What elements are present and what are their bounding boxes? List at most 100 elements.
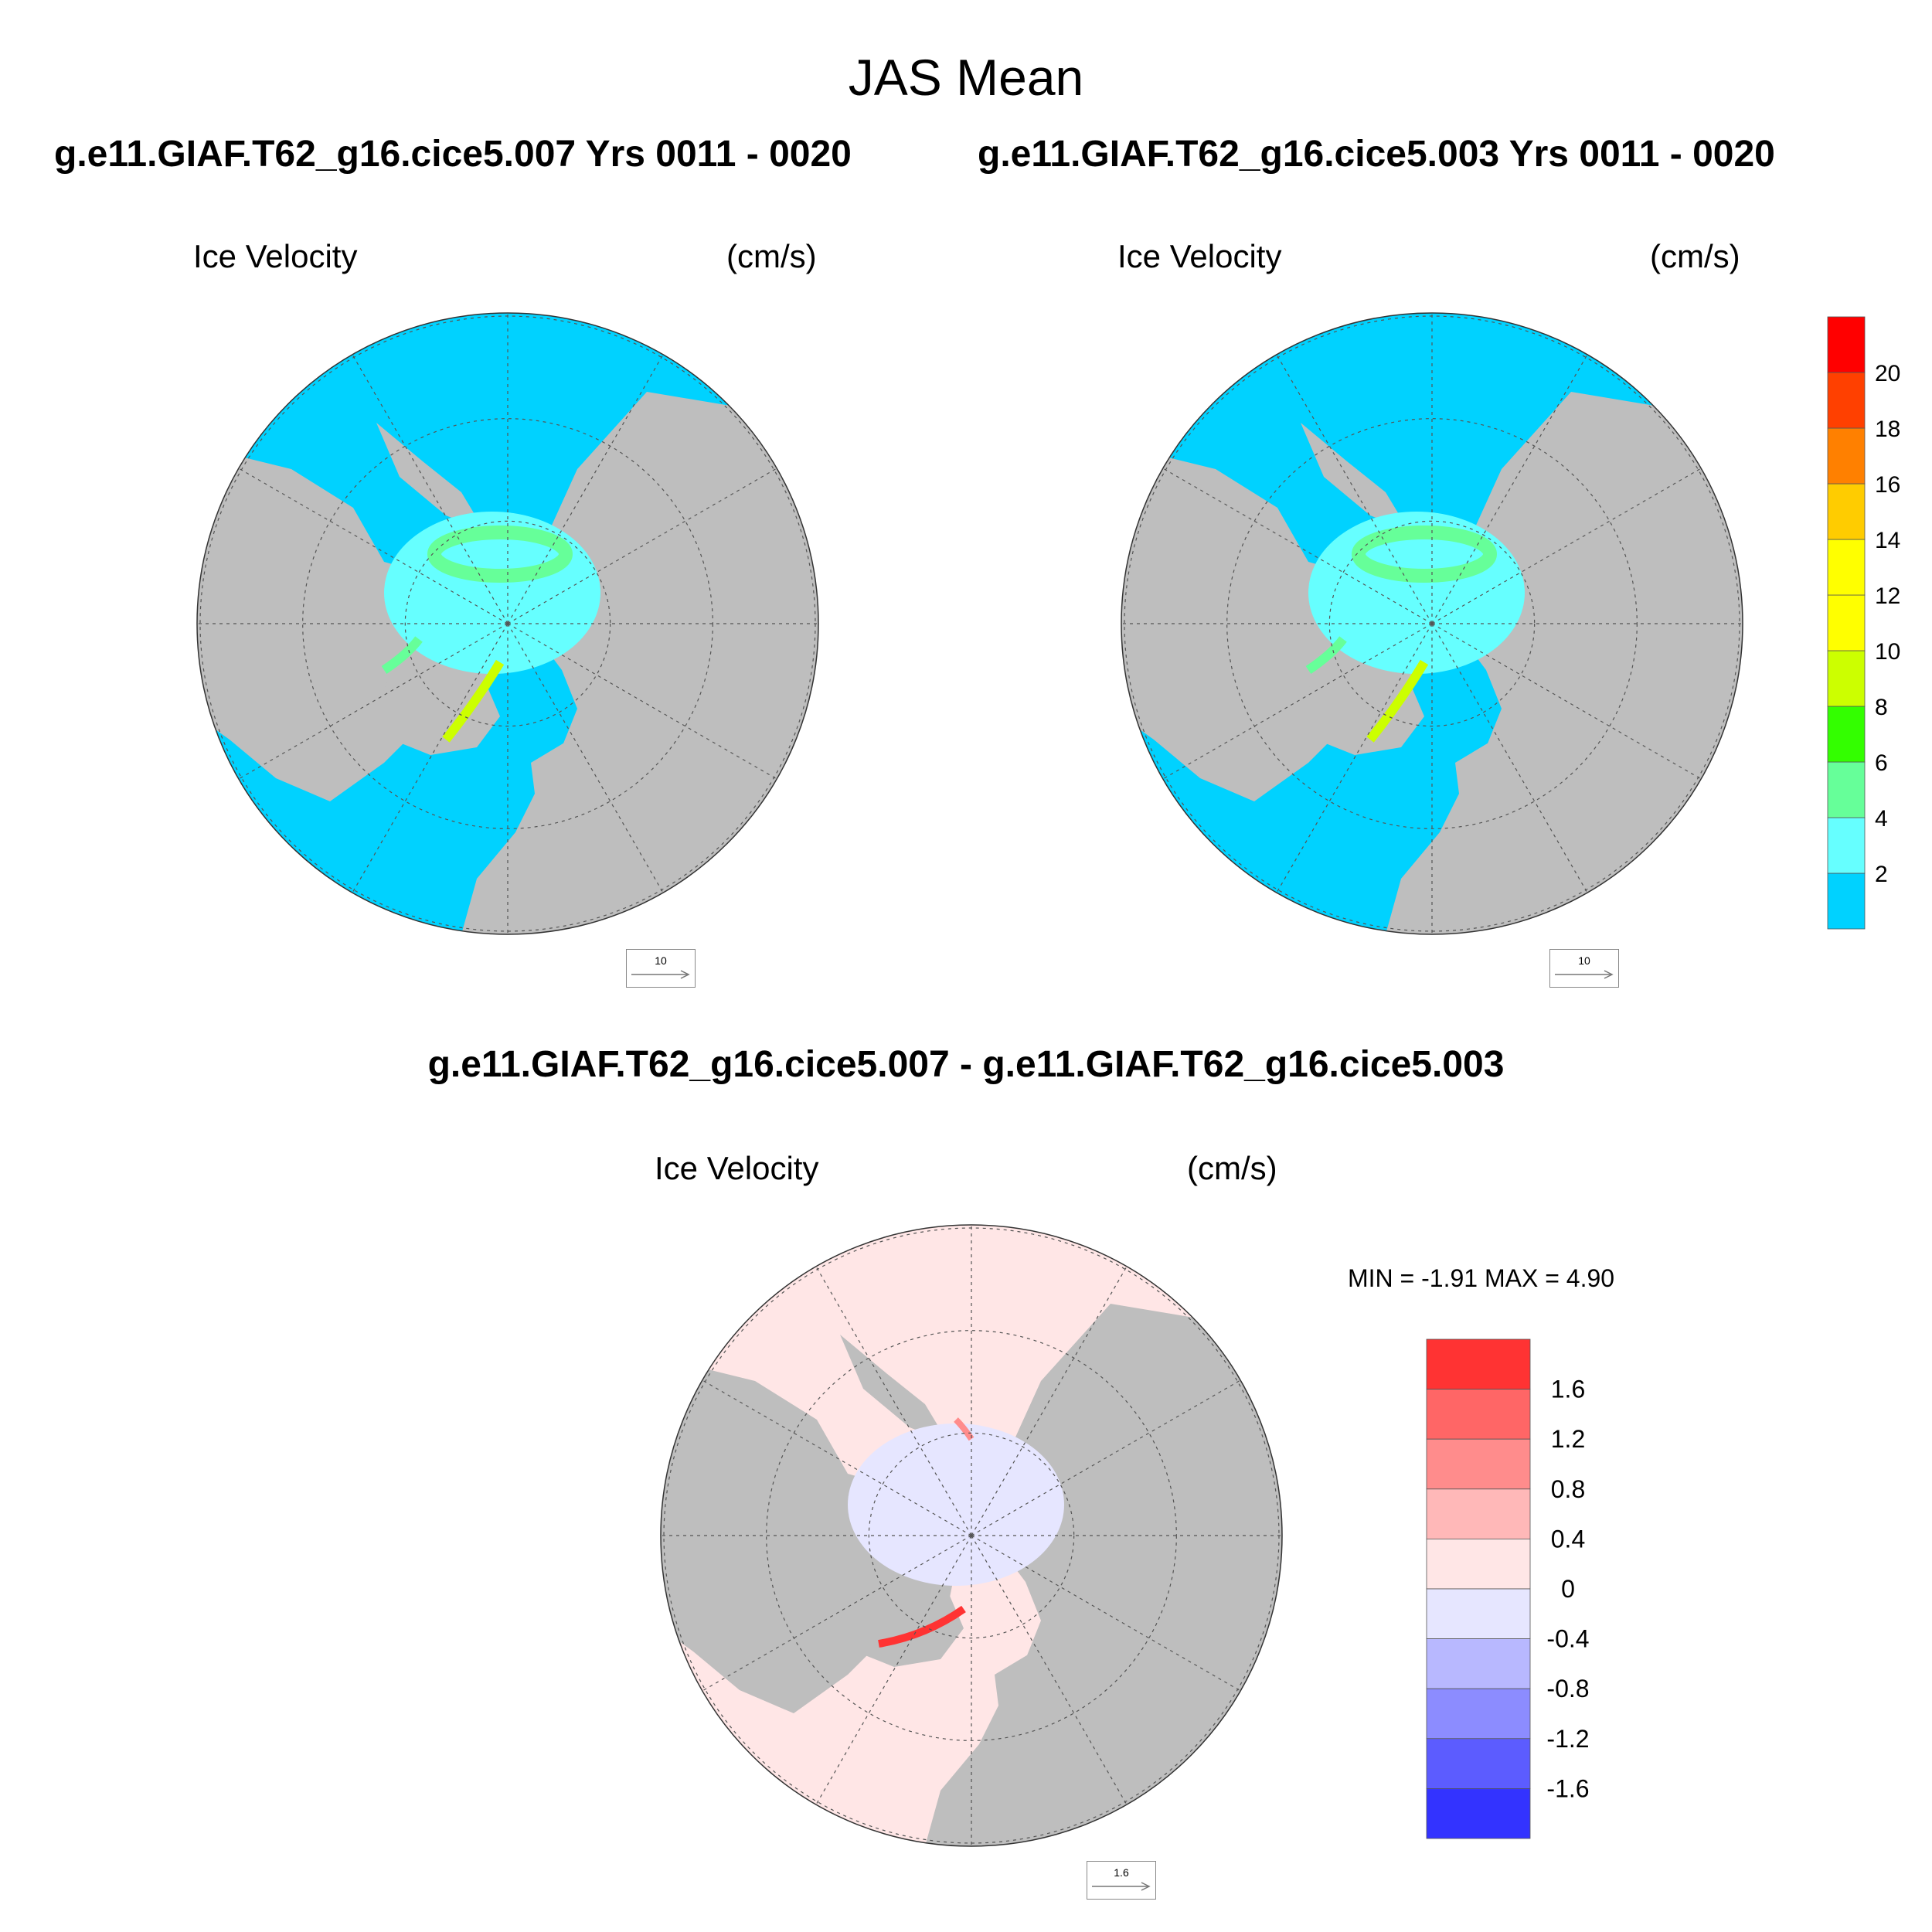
- meridian-line: [1162, 468, 1433, 624]
- land-mass: [531, 716, 600, 825]
- colorbar-tick-label: 2: [1875, 862, 1888, 887]
- land-mass: [1455, 716, 1525, 825]
- colorbar-tick-label: -0.8: [1546, 1675, 1589, 1702]
- panel3-difference-map: [660, 1224, 1283, 1847]
- colorbar-tick-label: 6: [1875, 750, 1888, 776]
- colorbar-swatch: [1827, 706, 1866, 763]
- latitude-circle: [868, 1432, 1075, 1639]
- panel1-reference-vector-label: 10: [655, 954, 667, 967]
- colorbar-tick-label: 4: [1875, 806, 1888, 832]
- beaufort-gyre: [427, 526, 573, 583]
- colorbar-tick-label: 20: [1875, 361, 1900, 386]
- panel3-variable-label: Ice Velocity: [655, 1150, 819, 1186]
- panel1-variable-label: Ice Velocity: [193, 238, 358, 274]
- land-mass: [376, 647, 500, 755]
- min-max-readout: MIN = -1.91 MAX = 4.90: [1348, 1264, 1615, 1292]
- meridian-line: [815, 1266, 972, 1536]
- colorbar-swatch: [1827, 539, 1866, 596]
- main-title: JAS Mean: [848, 49, 1084, 106]
- colorbar-swatch: [1827, 372, 1866, 429]
- meridian-line: [1431, 623, 1702, 780]
- meridian-line: [1431, 354, 1588, 624]
- colorbar-swatch: [1426, 1538, 1531, 1590]
- map-border: [196, 312, 819, 935]
- colorbar-tick-label: 16: [1875, 472, 1900, 498]
- colorbar-tick-label: 1.6: [1551, 1376, 1585, 1403]
- meridian-line: [1276, 623, 1433, 893]
- panel1-reference-vector: 10: [626, 949, 696, 988]
- colorbar-swatch: [1827, 316, 1866, 373]
- latitude-circle: [1328, 520, 1536, 727]
- panel3-units-label: (cm/s): [1187, 1150, 1277, 1186]
- panel2-polar-map: [1121, 312, 1743, 935]
- colorbar-swatch: [1426, 1338, 1531, 1389]
- colorbar-swatch: [1426, 1488, 1531, 1539]
- positive-anomaly: [954, 1417, 975, 1441]
- colorbar-difference: 1.6 1.2 0.8 0.4 0 -0.4 -0.8 -1.2 -1.6: [1426, 1338, 1590, 1839]
- meridian-line: [352, 354, 509, 624]
- meridian-line: [702, 1535, 972, 1692]
- latitude-circle: [766, 1330, 1177, 1741]
- meridian-line: [971, 1379, 1241, 1536]
- colorbar-swatch: [1426, 1588, 1531, 1639]
- difference-title: g.e11.GIAF.T62_g16.cice5.007 - g.e11.GIA…: [427, 1044, 1505, 1085]
- meridian-line: [352, 623, 509, 893]
- latitude-circle: [1226, 418, 1638, 829]
- panel2-reference-vector: 10: [1549, 949, 1619, 988]
- beaufort-gyre: [1352, 526, 1497, 583]
- panel2-variable-label: Ice Velocity: [1117, 238, 1282, 274]
- fram-strait-outflow: [1366, 659, 1429, 743]
- panel2-units-label: (cm/s): [1650, 238, 1740, 274]
- meridian-line: [971, 1535, 1241, 1692]
- colorbar-swatch: [1827, 650, 1866, 707]
- colorbar-tick-label: 1.2: [1551, 1425, 1585, 1453]
- latitude-circle: [302, 418, 713, 829]
- colorbar-swatch: [1426, 1738, 1531, 1789]
- land-mass: [840, 1559, 964, 1667]
- colorbar-tick-label: 8: [1875, 695, 1888, 720]
- colorbar-swatch: [1827, 817, 1866, 874]
- meridian-line: [238, 623, 509, 780]
- meridian-line: [507, 354, 664, 624]
- colorbar-swatch: [1426, 1438, 1531, 1490]
- land-mass: [1301, 423, 1409, 531]
- panel1-units-label: (cm/s): [726, 238, 817, 274]
- sea-ice-region: [848, 1423, 1064, 1586]
- colorbar-tick-label: 14: [1875, 528, 1900, 553]
- meridian-line: [971, 1266, 1128, 1536]
- case-b-title: g.e11.GIAF.T62_g16.cice5.003 Yrs 0011 - …: [978, 134, 1775, 175]
- colorbar-swatch: [1426, 1688, 1531, 1740]
- positive-anomaly: [878, 1605, 966, 1648]
- colorbar-tick-label: 0.4: [1551, 1525, 1585, 1553]
- colorbar-swatch: [1827, 483, 1866, 540]
- fram-strait-outflow: [442, 659, 505, 743]
- meridian-line: [1431, 468, 1702, 624]
- meridian-line: [507, 468, 777, 624]
- colorbar-swatch: [1426, 1389, 1531, 1440]
- baffin-flow: [381, 636, 423, 674]
- panel3-reference-vector-label: 1.6: [1114, 1866, 1129, 1879]
- panel1-polar-map: [196, 312, 819, 935]
- baffin-flow: [1305, 636, 1347, 674]
- colorbar-tick-label: 12: [1875, 583, 1900, 609]
- colorbar-swatch: [1426, 1788, 1531, 1839]
- colorbar-swatch: [1827, 872, 1866, 930]
- meridian-line: [238, 468, 509, 624]
- colorbar-tick-label: 18: [1875, 417, 1900, 442]
- panel2-reference-vector-label: 10: [1578, 954, 1590, 967]
- meridian-line: [1431, 623, 1588, 893]
- colorbar-tick-label: -0.4: [1546, 1625, 1589, 1653]
- colorbar-swatch: [1426, 1638, 1531, 1689]
- land-mass: [995, 1628, 1064, 1736]
- meridian-line: [815, 1535, 972, 1805]
- colorbar-swatch: [1827, 594, 1866, 651]
- meridian-line: [507, 623, 664, 893]
- colorbar-main: 2 4 6 8 10 12 14 16 18 20: [1827, 316, 1900, 930]
- panel3-reference-vector: 1.6: [1087, 1861, 1156, 1900]
- colorbar-swatch: [1827, 761, 1866, 818]
- map-border: [660, 1224, 1283, 1847]
- latitude-circle: [404, 520, 611, 727]
- meridian-line: [1276, 354, 1433, 624]
- case-a-title: g.e11.GIAF.T62_g16.cice5.007 Yrs 0011 - …: [54, 134, 852, 175]
- land-mass: [840, 1335, 948, 1443]
